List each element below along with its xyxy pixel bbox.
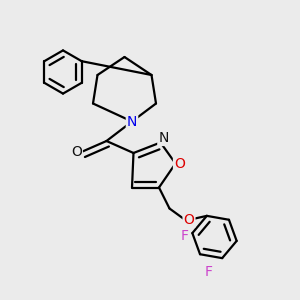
Text: O: O [184,213,194,227]
Text: O: O [174,157,185,170]
Text: F: F [181,229,188,242]
Text: F: F [205,265,212,278]
Text: N: N [158,131,169,145]
Text: N: N [127,115,137,128]
Text: O: O [71,145,82,158]
